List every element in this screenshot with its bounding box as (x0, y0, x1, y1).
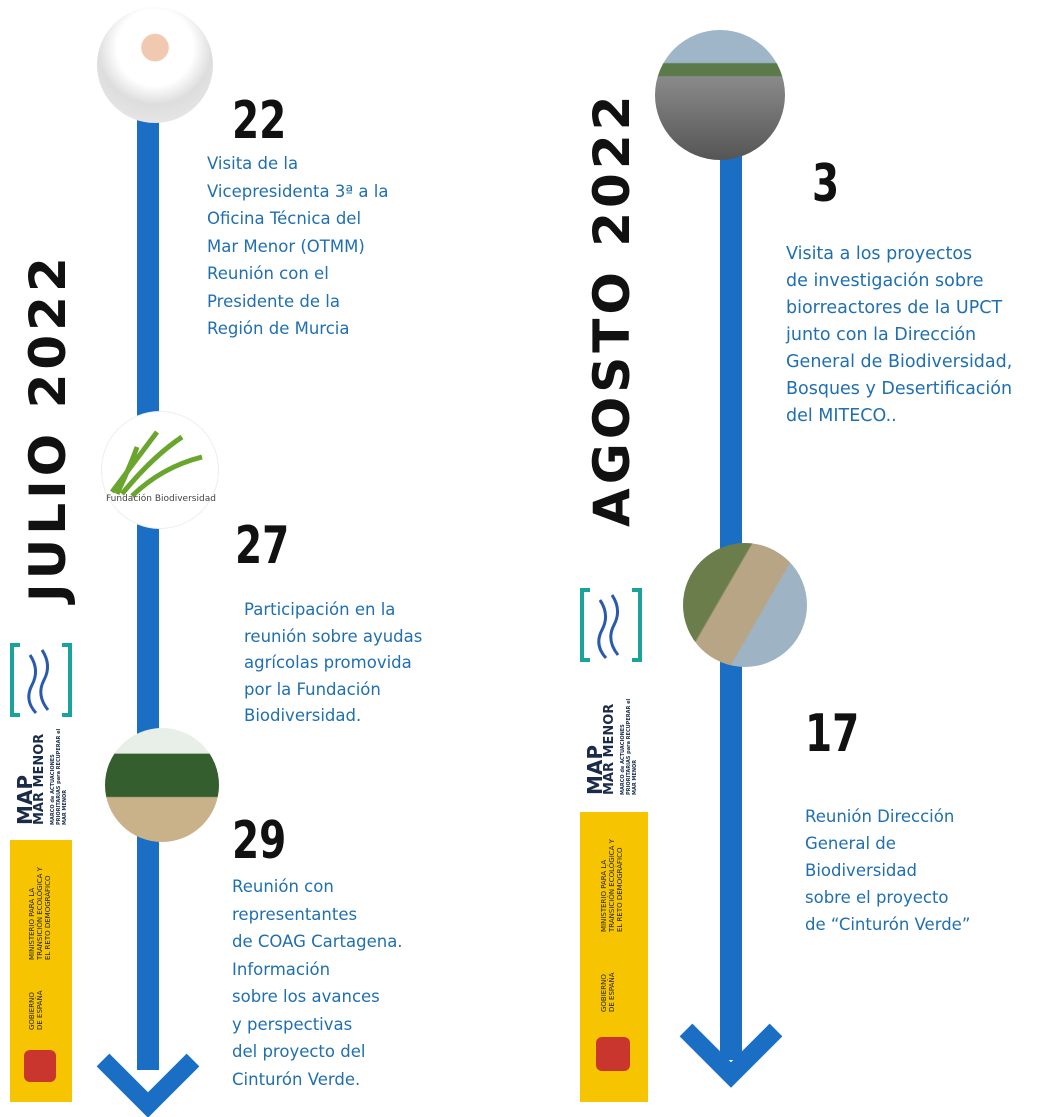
coat-of-arms (24, 1050, 56, 1082)
description-line: Biodiversidad (805, 857, 970, 884)
description-line: del proyecto del (232, 1038, 403, 1066)
description-line: Reunión Dirección (805, 803, 970, 830)
description-line: General de (805, 830, 970, 857)
month-title: JULIO 2022 (19, 292, 77, 602)
description-line: del MITECO.. (786, 403, 1012, 430)
description-line: Participación en la (244, 597, 422, 624)
description-line: Bosques y Desertificación (786, 376, 1012, 403)
logo-circle: Fundación Biodiversidad (102, 412, 218, 528)
description-line: Oficina Técnica del (207, 205, 388, 233)
description-line: agrícolas promovida (244, 650, 422, 677)
logo-text: GOBIERNO DE ESPAÑA (28, 990, 44, 1030)
description-line: por la Fundación (244, 677, 422, 704)
timeline-bar (137, 60, 159, 1070)
logo-text: MARCO de ACTUACIONES PRIORITARIAS para R… (620, 695, 638, 795)
event-day: 22 (232, 95, 286, 147)
event-day: 17 (805, 708, 859, 760)
event-day: 3 (812, 158, 839, 210)
description-line: Biodiversidad. (244, 703, 422, 730)
government-logo: MINISTERIO PARA LA TRANSICIÓN ECOLÓGICA … (580, 812, 648, 1102)
description-line: reunión sobre ayudas (244, 624, 422, 651)
description-line: Información (232, 956, 403, 984)
description-line: Reunión con (232, 873, 403, 901)
description-line: Visita a los proyectos (786, 241, 1012, 268)
description-line: Visita de la (207, 150, 388, 178)
logo-text: MARCO de ACTUACIONES PRIORITARIAS para R… (50, 725, 68, 825)
description-line: biorreactores de la UPCT (786, 295, 1012, 322)
coat-of-arms (596, 1037, 630, 1071)
description-line: Mar Menor (OTMM) (207, 233, 388, 261)
photo-circle (655, 30, 785, 160)
description-line: Presidente de la (207, 288, 388, 316)
grass-icon (102, 412, 218, 528)
description-line: Cinturón Verde. (232, 1066, 403, 1094)
month-title: AGOSTO 2022 (583, 157, 641, 527)
description-line: sobre los avances (232, 983, 403, 1011)
logo-text: MINISTERIO PARA LA TRANSICIÓN ECOLÓGICA … (600, 832, 624, 932)
description-line: de “Cinturón Verde” (805, 911, 970, 938)
event-day: 27 (235, 520, 289, 572)
description-line: Reunión con el (207, 260, 388, 288)
map-logo-icon (580, 580, 642, 670)
logo-text: MINISTERIO PARA LA TRANSICIÓN ECOLÓGICA … (28, 860, 52, 960)
infographic: Fundación Biodiversidad JULIO 2022 AGOST… (0, 0, 1056, 1117)
description-line: Vicepresidenta 3ª a la (207, 178, 388, 206)
description-line: representantes (232, 901, 403, 929)
photo-circle (97, 7, 213, 123)
description-line: de COAG Cartagena. (232, 928, 403, 956)
logo-caption: Fundación Biodiversidad (106, 494, 216, 504)
description-line: General de Biodiversidad, (786, 349, 1012, 376)
logo-text: MAR MENOR (32, 734, 47, 825)
description-line: Región de Murcia (207, 315, 388, 343)
description-line: y perspectivas (232, 1011, 403, 1039)
photo-circle (105, 728, 219, 842)
event-day: 29 (232, 815, 286, 867)
timeline-lines (0, 0, 1056, 1117)
photo-circle (683, 543, 807, 667)
government-logo: MINISTERIO PARA LA TRANSICIÓN ECOLÓGICA … (10, 840, 72, 1102)
description-line: junto con la Dirección (786, 322, 1012, 349)
description-line: sobre el proyecto (805, 884, 970, 911)
logo-text: MAR MENOR (602, 704, 617, 795)
description-line: de investigación sobre (786, 268, 1012, 295)
logo-text: GOBIERNO DE ESPAÑA (600, 972, 616, 1012)
map-logo-icon (10, 635, 72, 725)
